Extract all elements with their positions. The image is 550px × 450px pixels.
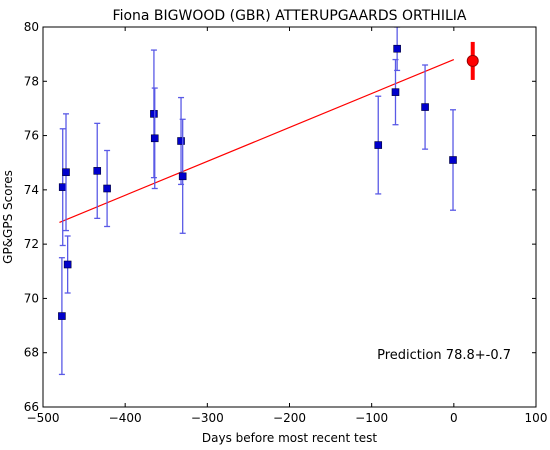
x-tick-label: −500 bbox=[27, 411, 60, 425]
prediction-point bbox=[466, 41, 479, 80]
data-marker-square bbox=[421, 103, 429, 111]
data-point bbox=[93, 122, 102, 220]
plot-area: −500 −400 −300 −200 −100 0 100 66 68 70 72 74 76 78 80 bbox=[24, 20, 548, 425]
prediction-annotation: Prediction 78.8+-0.7 bbox=[377, 348, 511, 363]
x-tick-label: −100 bbox=[355, 411, 388, 425]
data-layer bbox=[58, 27, 479, 376]
x-tick-label: 0 bbox=[450, 411, 458, 425]
data-marker-square bbox=[150, 110, 158, 118]
data-point bbox=[58, 257, 66, 376]
data-point bbox=[62, 113, 70, 232]
x-tick-label: −300 bbox=[191, 411, 224, 425]
data-point bbox=[178, 118, 187, 234]
data-point bbox=[150, 87, 159, 190]
data-point bbox=[58, 128, 67, 247]
data-marker-square bbox=[150, 134, 159, 143]
data-marker-square bbox=[177, 137, 185, 145]
data-marker-square bbox=[62, 168, 70, 177]
data-marker-square bbox=[58, 183, 67, 191]
y-tick-label: 66 bbox=[24, 400, 39, 414]
data-marker-square bbox=[449, 156, 457, 164]
data-marker-square bbox=[58, 312, 66, 320]
data-marker-square bbox=[63, 260, 72, 269]
data-marker-square bbox=[393, 44, 401, 53]
data-point bbox=[449, 109, 457, 211]
y-tick-label: 70 bbox=[24, 291, 39, 305]
y-tick-label: 80 bbox=[24, 20, 39, 34]
y-tick-label: 74 bbox=[24, 183, 39, 197]
x-tick-label: −200 bbox=[273, 411, 306, 425]
data-point bbox=[103, 149, 111, 228]
data-point bbox=[374, 95, 383, 195]
data-point bbox=[393, 27, 401, 72]
data-point bbox=[150, 49, 158, 179]
trend-line bbox=[59, 59, 455, 223]
chart-title: Fiona BIGWOOD (GBR) ATTERUPGAARDS ORTHIL… bbox=[113, 8, 467, 24]
data-point bbox=[63, 235, 72, 294]
y-axis-label: GP&GPS Scores bbox=[1, 170, 15, 264]
prediction-marker bbox=[466, 54, 479, 67]
data-marker-square bbox=[93, 167, 102, 175]
data-marker-square bbox=[178, 172, 187, 181]
y-tick-label: 76 bbox=[24, 129, 39, 143]
y-tick-label: 78 bbox=[24, 74, 39, 88]
data-point bbox=[421, 64, 429, 150]
data-marker-square bbox=[391, 88, 400, 96]
data-marker-square bbox=[103, 184, 111, 193]
y-tick-label: 72 bbox=[24, 237, 39, 251]
x-tick-label: −400 bbox=[109, 411, 142, 425]
data-marker-square bbox=[374, 141, 383, 149]
x-tick-label: 100 bbox=[525, 411, 548, 425]
y-tick-label: 68 bbox=[24, 346, 39, 360]
x-axis-label: Days before most recent test bbox=[202, 431, 377, 445]
